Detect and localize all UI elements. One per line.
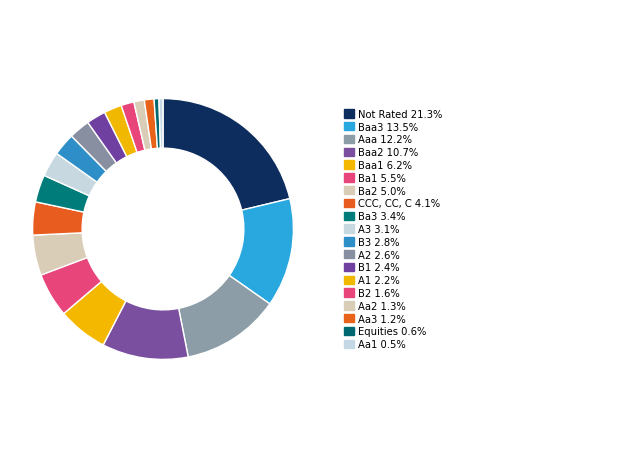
Wedge shape [41,258,102,314]
Wedge shape [33,202,84,235]
Wedge shape [134,101,151,151]
Legend: Not Rated 21.3%, Baa3 13.5%, Aaa 12.2%, Baa2 10.7%, Baa1 6.2%, Ba1 5.5%, Ba2 5.0: Not Rated 21.3%, Baa3 13.5%, Aaa 12.2%, … [344,110,442,349]
Wedge shape [88,113,127,163]
Wedge shape [64,282,126,345]
Wedge shape [154,100,161,149]
Wedge shape [121,103,145,153]
Wedge shape [105,106,137,157]
Wedge shape [44,154,97,196]
Wedge shape [144,100,157,150]
Wedge shape [229,199,293,304]
Wedge shape [163,99,290,211]
Wedge shape [36,176,89,213]
Wedge shape [56,137,107,183]
Wedge shape [159,99,163,149]
Wedge shape [71,123,117,172]
Wedge shape [103,301,188,360]
Wedge shape [179,276,270,357]
Wedge shape [33,233,87,275]
